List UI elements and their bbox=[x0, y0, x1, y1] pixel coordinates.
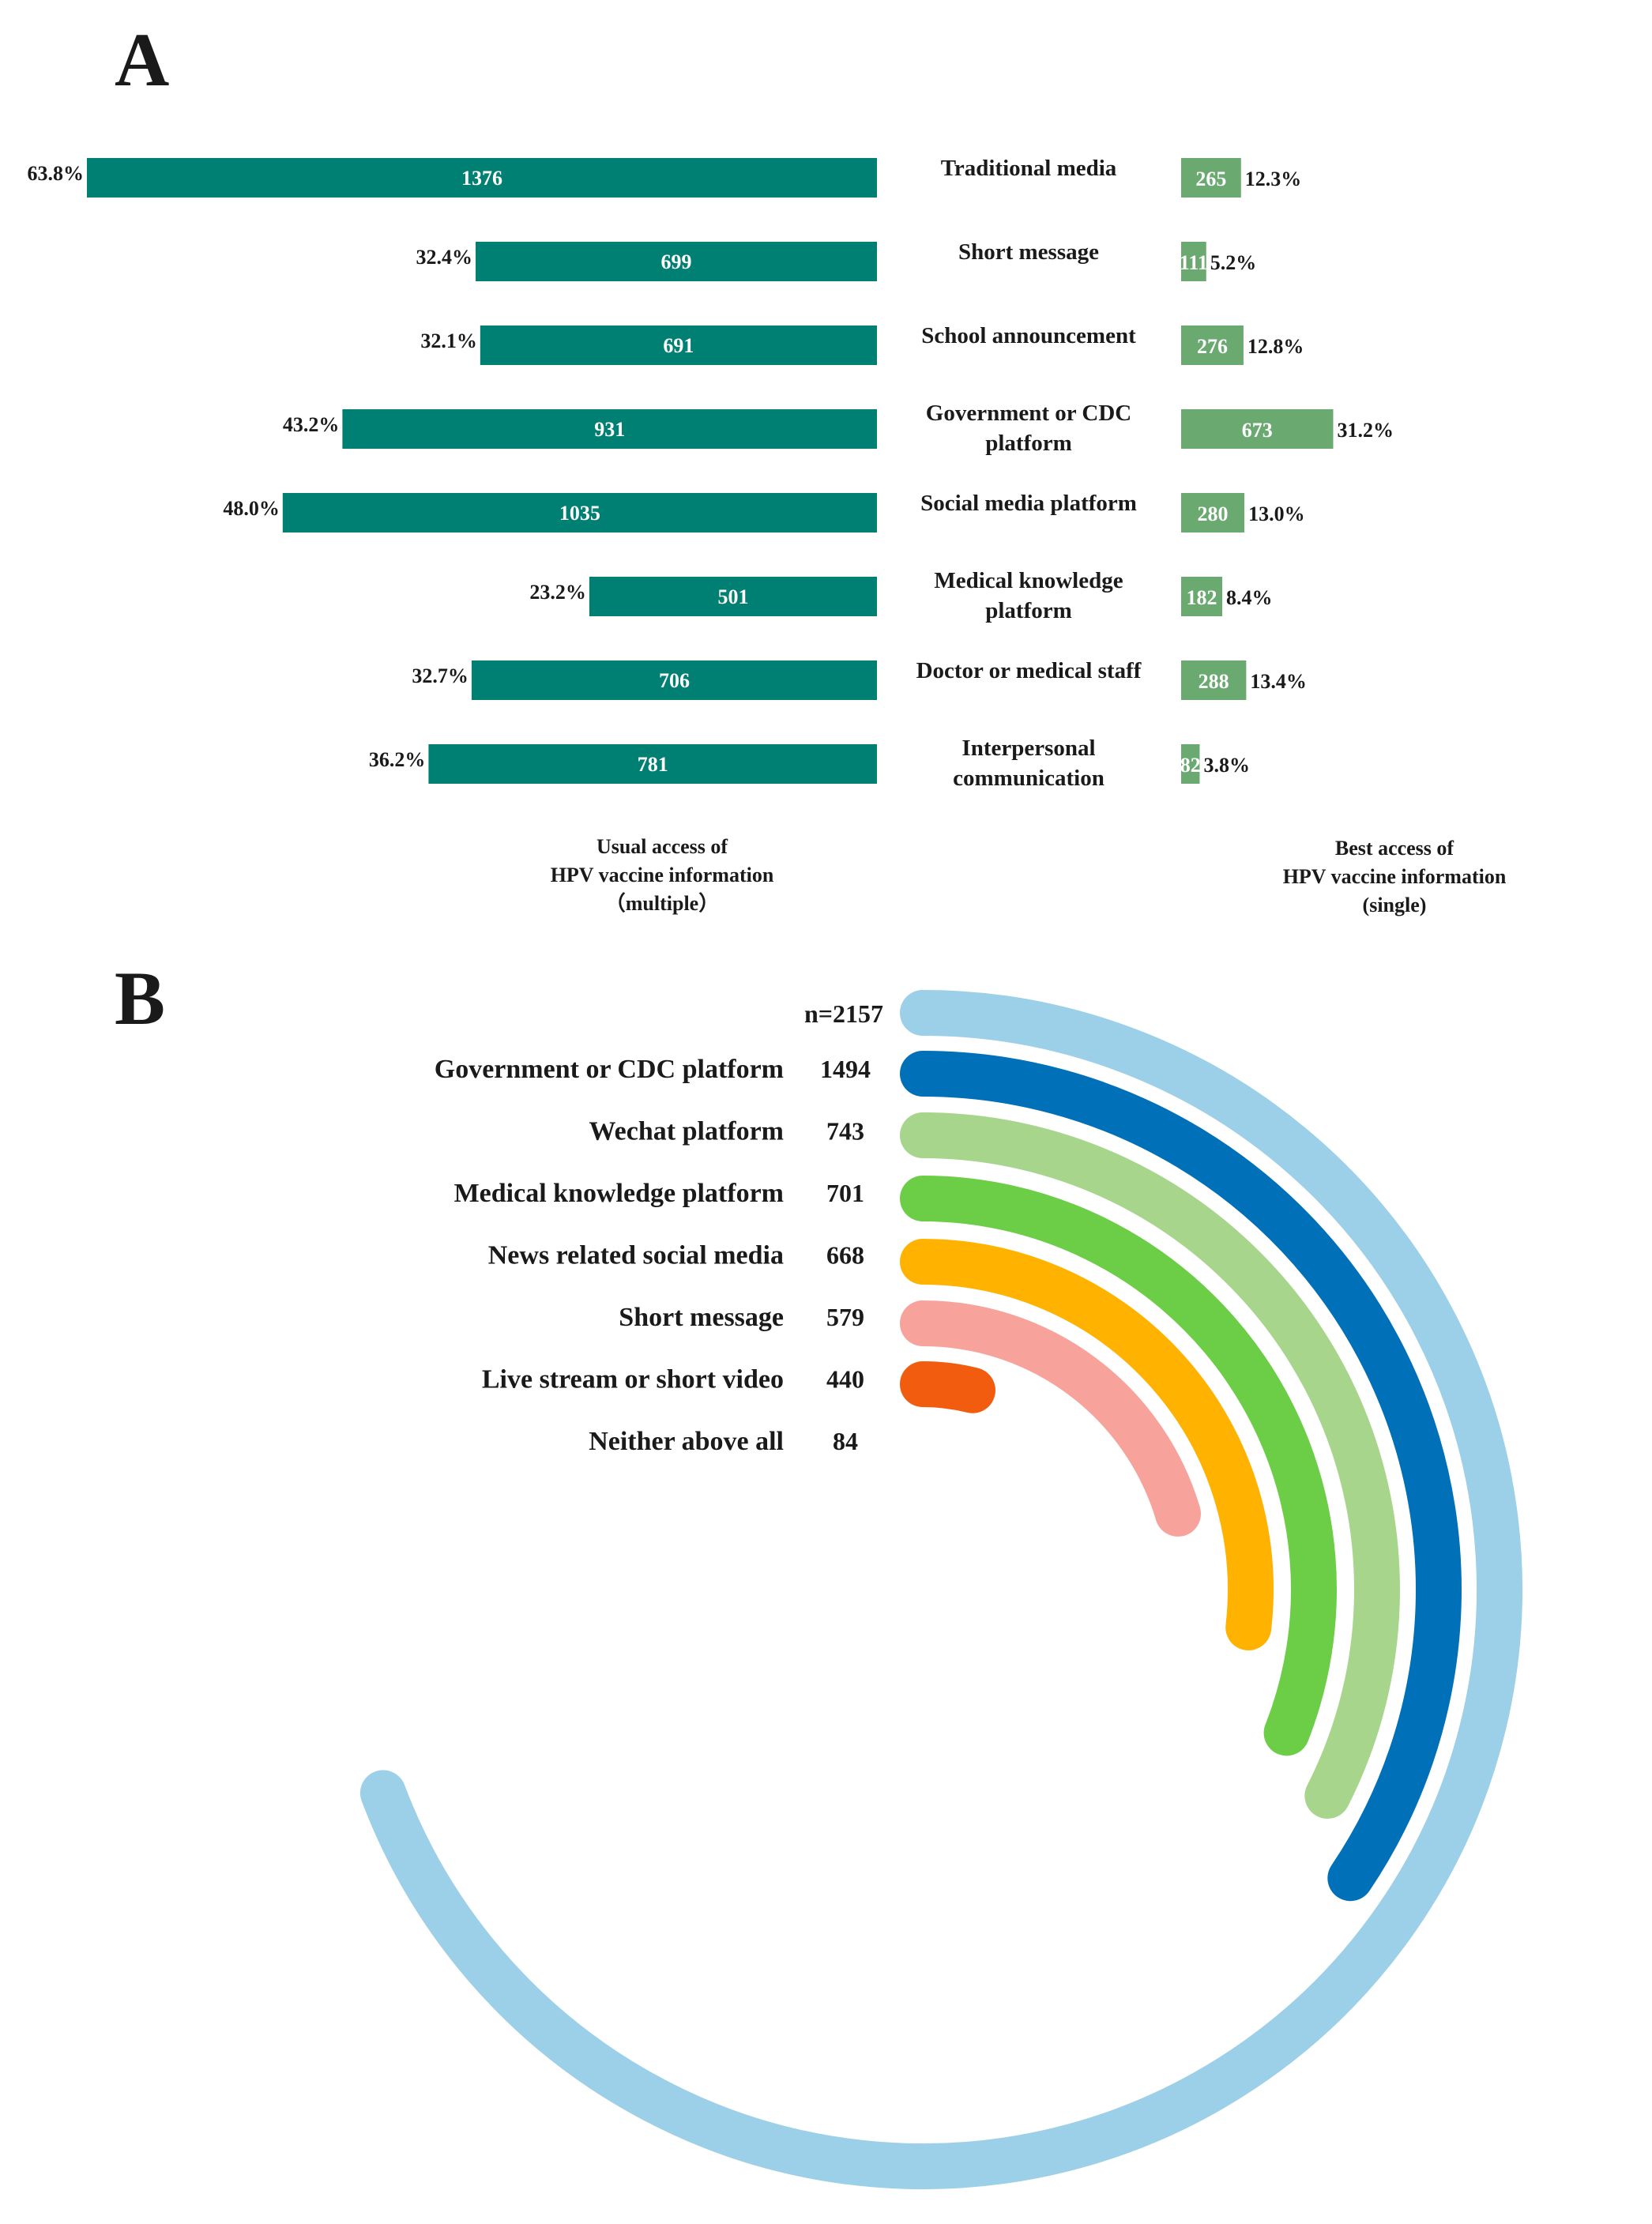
radial-label-live-stream-or-short-video: Live stream or short video bbox=[482, 1365, 784, 1394]
best-bar-value-medical-knowledge-platform: 182 bbox=[1187, 586, 1217, 609]
radial-count-news-related-social-media: 668 bbox=[826, 1241, 864, 1270]
usual-bar-value-interpersonal-communication: 781 bbox=[638, 753, 668, 776]
best-bar-value-school-announcement: 276 bbox=[1197, 335, 1228, 358]
category-label-doctor-or-medical-staff: Doctor or medical staff bbox=[916, 658, 1142, 683]
best-bar-percent-traditional-media: 12.3% bbox=[1245, 167, 1302, 190]
sample-size-label: n=2157 bbox=[804, 999, 883, 1028]
best-bar-value-interpersonal-communication: 82 bbox=[1180, 754, 1201, 777]
usual-bar-interpersonal-communication bbox=[428, 744, 877, 784]
usual-bar-value-medical-knowledge-platform: 501 bbox=[717, 585, 748, 608]
best-bar-value-social-media-platform: 280 bbox=[1198, 502, 1229, 525]
best-bar-value-doctor-or-medical-staff: 288 bbox=[1199, 670, 1229, 693]
best-bar-interpersonal-communication bbox=[1181, 744, 1200, 784]
best-bar-percent-short-message: 5.2% bbox=[1210, 251, 1257, 274]
best-bar-value-traditional-media: 265 bbox=[1195, 167, 1226, 190]
best-bar-percent-doctor-or-medical-staff: 13.4% bbox=[1250, 670, 1307, 693]
best-bar-traditional-media bbox=[1181, 158, 1241, 198]
best-bar-percent-social-media-platform: 13.0% bbox=[1248, 502, 1305, 525]
radial-arc-government-or-cdc-platform bbox=[359, 990, 1522, 2189]
usual-bar-percent-doctor-or-medical-staff: 32.7% bbox=[412, 664, 469, 687]
usual-bar-school-announcement bbox=[480, 326, 877, 365]
usual-bar-social-media-platform bbox=[282, 493, 877, 532]
radial-arc-news-related-social-media bbox=[900, 1176, 1337, 1756]
radial-arc-live-stream-or-short-video bbox=[900, 1300, 1202, 1537]
category-label-short-message: Short message bbox=[958, 239, 1099, 265]
best-bar-percent-government-or-cdc-platform: 31.2% bbox=[1337, 419, 1394, 442]
usual-bar-traditional-media bbox=[87, 158, 877, 198]
usual-bar-medical-knowledge-platform bbox=[589, 577, 877, 616]
usual-bar-value-school-announcement: 691 bbox=[663, 334, 694, 357]
usual-bar-value-traditional-media: 1376 bbox=[461, 167, 502, 190]
best-access-note: Best access of HPV vaccine information (si… bbox=[1283, 837, 1507, 916]
radial-label-government-or-cdc-platform: Government or CDC platform bbox=[435, 1055, 784, 1084]
radial-arc-wechat-platform bbox=[900, 1051, 1462, 1902]
panel-b-label: B bbox=[115, 956, 165, 1041]
usual-bar-percent-medical-knowledge-platform: 23.2% bbox=[529, 581, 586, 604]
radial-arc-medical-knowledge-platform bbox=[900, 1112, 1400, 1819]
radial-label-medical-knowledge-platform: Medical knowledge platform bbox=[454, 1179, 784, 1208]
category-label-traditional-media: Traditional media bbox=[941, 156, 1117, 181]
radial-count-medical-knowledge-platform: 701 bbox=[826, 1179, 864, 1207]
best-bar-social-media-platform bbox=[1181, 493, 1245, 532]
category-label-government-or-cdc-platform: Government or CDC platform bbox=[926, 401, 1131, 456]
best-bar-doctor-or-medical-staff bbox=[1181, 660, 1247, 700]
usual-bar-doctor-or-medical-staff bbox=[471, 660, 877, 700]
radial-count-live-stream-or-short-video: 440 bbox=[826, 1365, 864, 1394]
radial-count-government-or-cdc-platform: 1494 bbox=[820, 1055, 871, 1083]
radial-label-short-message: Short message bbox=[619, 1303, 784, 1332]
best-bar-percent-medical-knowledge-platform: 8.4% bbox=[1226, 586, 1273, 609]
usual-bar-value-doctor-or-medical-staff: 706 bbox=[659, 669, 690, 692]
usual-bar-percent-government-or-cdc-platform: 43.2% bbox=[283, 413, 340, 436]
category-label-social-media-platform: Social media platform bbox=[920, 491, 1137, 516]
radial-arc-short-message bbox=[900, 1239, 1274, 1650]
best-bar-school-announcement bbox=[1181, 326, 1244, 365]
radial-arc-neither-above-all bbox=[900, 1361, 995, 1413]
best-bar-government-or-cdc-platform bbox=[1181, 409, 1334, 449]
best-bar-percent-school-announcement: 12.8% bbox=[1247, 335, 1304, 358]
radial-label-wechat-platform: Wechat platform bbox=[589, 1117, 784, 1146]
usual-bar-percent-short-message: 32.4% bbox=[416, 246, 473, 269]
radial-count-wechat-platform: 743 bbox=[826, 1117, 864, 1146]
usual-bar-percent-school-announcement: 32.1% bbox=[420, 329, 477, 352]
usual-bar-percent-social-media-platform: 48.0% bbox=[223, 497, 280, 520]
best-bar-value-short-message: 111 bbox=[1180, 251, 1208, 274]
radial-percent-neither-above-all: 3.6% bbox=[926, 1427, 983, 1455]
panel-a-label: A bbox=[115, 17, 169, 102]
usual-bar-short-message bbox=[476, 242, 877, 281]
best-bar-value-government-or-cdc-platform: 673 bbox=[1242, 419, 1273, 442]
usual-bar-value-short-message: 699 bbox=[661, 250, 692, 273]
best-bar-medical-knowledge-platform bbox=[1181, 577, 1223, 616]
panel-a-butterfly-chart: 1376 63.8% 265 12.3% Traditional media 699 32.… bbox=[28, 156, 1507, 916]
usual-bar-value-social-media-platform: 1035 bbox=[559, 502, 600, 525]
category-label-interpersonal-communication: Interpersonal communication bbox=[953, 736, 1104, 791]
best-bar-percent-interpersonal-communication: 3.8% bbox=[1203, 754, 1250, 777]
category-label-school-announcement: School announcement bbox=[921, 323, 1136, 348]
radial-count-short-message: 579 bbox=[826, 1303, 864, 1331]
radial-label-neither-above-all: Neither above all bbox=[589, 1427, 784, 1456]
usual-bar-percent-traditional-media: 63.8% bbox=[28, 162, 85, 185]
radial-label-news-related-social-media: News related social media bbox=[488, 1241, 784, 1270]
usual-access-note: Usual access of HPV vaccine information （m… bbox=[551, 835, 774, 915]
usual-bar-percent-interpersonal-communication: 36.2% bbox=[369, 748, 426, 771]
best-bar-short-message bbox=[1181, 242, 1206, 281]
usual-bar-government-or-cdc-platform bbox=[342, 409, 878, 449]
usual-bar-value-government-or-cdc-platform: 931 bbox=[594, 418, 625, 441]
radial-count-neither-above-all: 84 bbox=[833, 1427, 858, 1455]
category-label-medical-knowledge-platform: Medical knowledge platform bbox=[934, 568, 1123, 623]
